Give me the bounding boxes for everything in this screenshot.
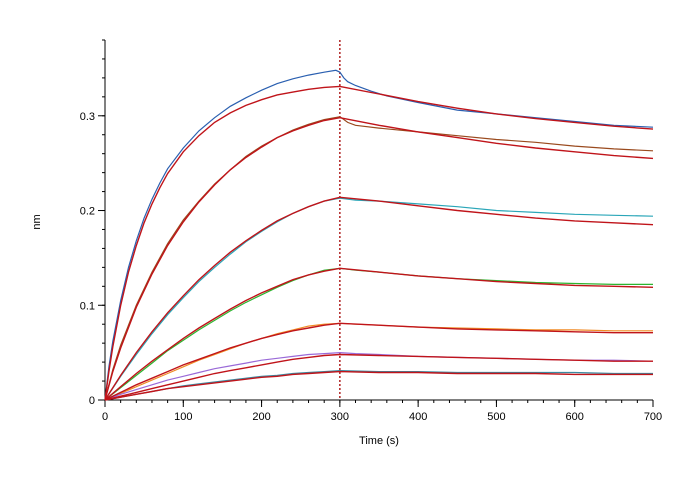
fit-curve-3 [104, 196, 654, 401]
fit-curve-5 [104, 322, 653, 401]
ticks [98, 39, 654, 407]
data-trace-4 [104, 267, 653, 401]
x-tick-label: 0 [102, 411, 108, 423]
x-tick-label: 300 [331, 411, 349, 423]
x-tick-label: 700 [644, 411, 662, 423]
data-trace-3 [104, 197, 654, 401]
data-trace-2 [104, 116, 654, 401]
y-tick-label: 0 [89, 395, 95, 407]
y-axis-title: nm [31, 214, 43, 229]
data-trace-5 [104, 322, 653, 401]
y-tick-label: 0.1 [80, 300, 95, 312]
y-tick-label: 0.3 [80, 111, 95, 123]
fit-curve-2 [104, 116, 654, 401]
fit-curve-4 [104, 267, 654, 401]
data-trace-1 [104, 69, 654, 401]
x-tick-label: 600 [566, 411, 584, 423]
x-tick-label: 400 [409, 411, 427, 423]
x-axis-title: Time (s) [359, 435, 399, 447]
fit-curve-7 [104, 370, 653, 401]
x-tick-label: 500 [487, 411, 505, 423]
fit-curve-6 [104, 353, 653, 401]
series-layer [104, 69, 654, 401]
axes [104, 40, 653, 401]
x-tick-label: 100 [174, 411, 192, 423]
x-tick-label: 200 [252, 411, 270, 423]
fit-curve-1 [104, 85, 654, 401]
y-tick-label: 0.2 [80, 206, 95, 218]
labels: 0 100 200 300 400 500 600 700 0 0.1 0.2 0.3 [80, 111, 662, 423]
